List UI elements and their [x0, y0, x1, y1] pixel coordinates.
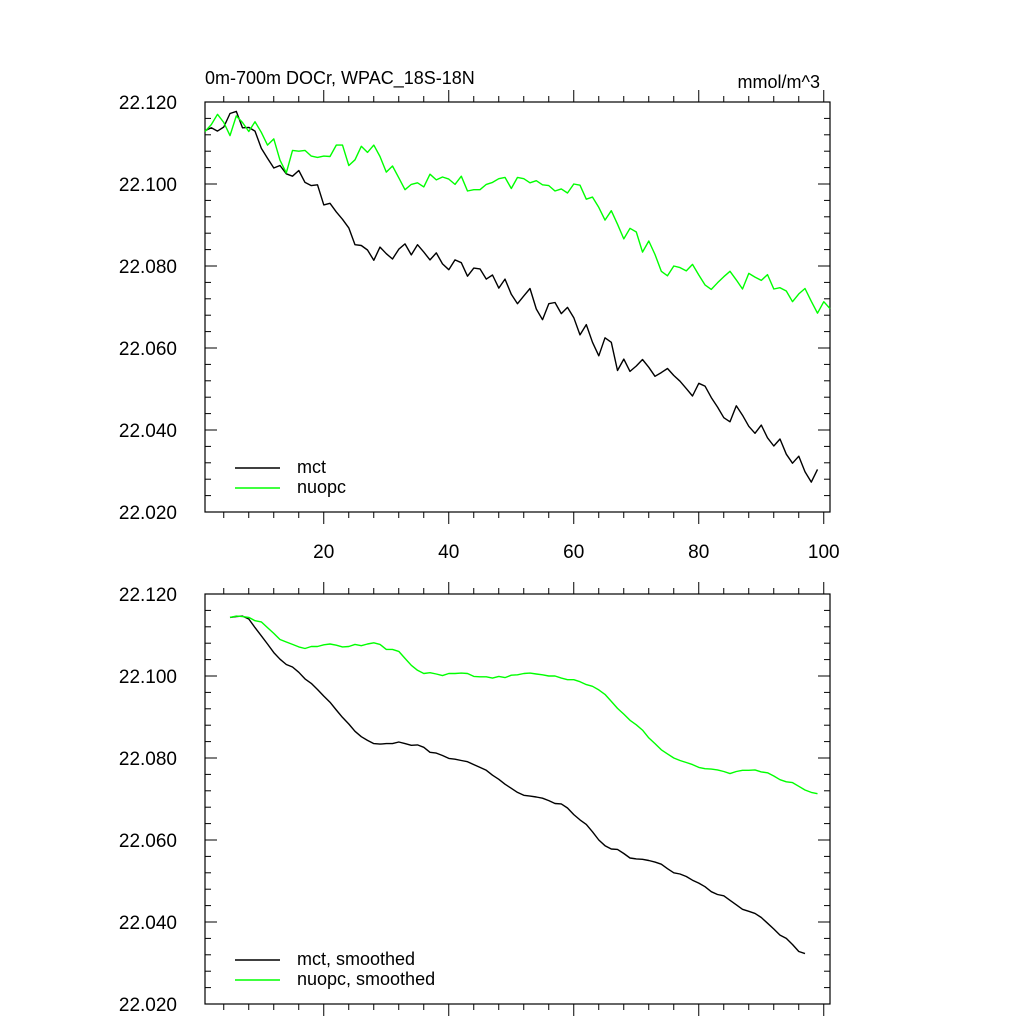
- y-tick-label: 22.020: [119, 995, 177, 1016]
- y-tick-label: 22.120: [119, 93, 177, 114]
- y-tick-label: 22.040: [119, 913, 177, 934]
- y-tick-label: 22.060: [119, 339, 177, 360]
- series-line-nuopc-smoothed: [229, 615, 818, 795]
- plot-frame: [204, 593, 831, 1005]
- x-tick-label: 20: [313, 542, 334, 563]
- legend-label: nuopc, smoothed: [297, 969, 435, 989]
- y-tick-label: 22.060: [119, 831, 177, 852]
- y-tick-label: 22.120: [119, 585, 177, 606]
- plot-frame: [204, 101, 831, 513]
- x-tick-label: 60: [563, 542, 584, 563]
- y-tick-label: 22.080: [119, 749, 177, 770]
- y-tick-label: 22.100: [119, 667, 177, 688]
- bottom-panel: 22.020 22.040 22.060 22.080 22.100 22.120 mct,…: [119, 582, 831, 1016]
- series-line-mct-smoothed: [229, 615, 806, 955]
- y-tick-label: 22.100: [119, 175, 177, 196]
- top-panel: 22.020 22.040 22.060 22.080 22.100 22.120 20 40…: [119, 68, 840, 563]
- x-tick-label: 80: [688, 542, 709, 563]
- legend-label: mct: [297, 457, 326, 477]
- chart-title: 0m-700m DOCr, WPAC_18S-18N: [205, 68, 475, 89]
- y-tick-label: 22.040: [119, 421, 177, 442]
- y-tick-label: 22.080: [119, 257, 177, 278]
- series-line-mct: [204, 110, 819, 483]
- legend-label: nuopc: [297, 477, 346, 497]
- legend-label: mct, smoothed: [297, 949, 415, 969]
- y-tick-label: 22.020: [119, 503, 177, 524]
- x-tick-label: 100: [808, 542, 840, 563]
- series-line-nuopc: [204, 113, 831, 314]
- x-tick-label: 40: [438, 542, 459, 563]
- units-label: mmol/m^3: [738, 72, 820, 92]
